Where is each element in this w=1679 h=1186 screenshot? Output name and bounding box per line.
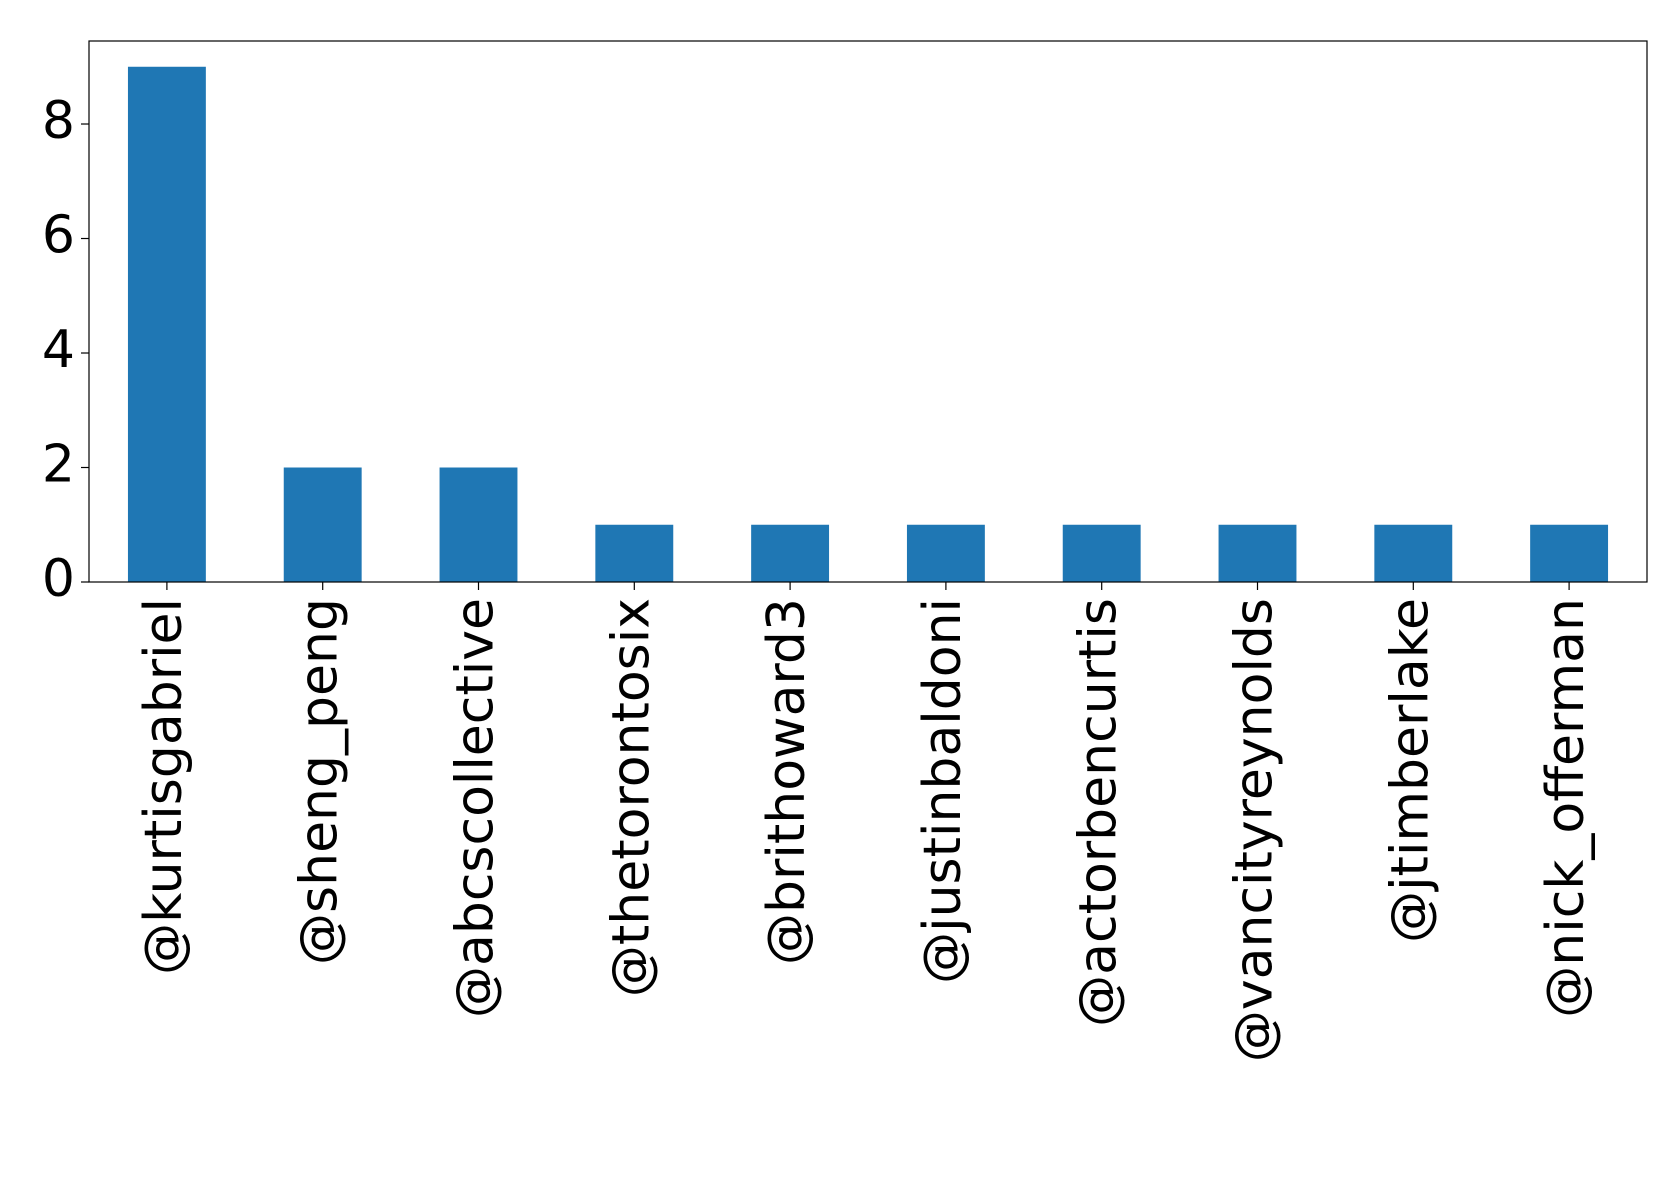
x-tick-label: @abcscollective	[446, 598, 506, 1018]
x-tick-label: @actorbencurtis	[1069, 598, 1129, 1027]
y-tick-label: 6	[42, 206, 75, 266]
bar	[1530, 524, 1609, 582]
x-tick-label: @brithoward3	[757, 598, 817, 965]
y-tick-label: 8	[42, 91, 75, 151]
y-tick-label: 0	[42, 549, 75, 609]
x-tick-label: @sheng_peng	[290, 598, 350, 965]
bar	[283, 467, 362, 582]
x-tick-label: @thetorontosix	[601, 598, 661, 997]
y-tick-label: 4	[42, 320, 75, 380]
x-tick-label: @jtimberlake	[1380, 598, 1440, 943]
x-tick-label: @vancityreynolds	[1225, 598, 1285, 1062]
x-tick-label: @justinbaldoni	[913, 598, 973, 984]
y-tick-label: 2	[42, 435, 75, 495]
bar	[906, 524, 985, 582]
bar	[595, 524, 674, 582]
x-tick-label: @nick_offerman	[1536, 598, 1596, 1018]
bar	[1374, 524, 1453, 582]
bar	[1218, 524, 1297, 582]
plot-frame	[88, 40, 1648, 583]
bar	[439, 467, 518, 582]
bar	[751, 524, 830, 582]
x-tick-label: @kurtisgabriel	[134, 598, 194, 975]
bar	[127, 66, 206, 582]
bar	[1062, 524, 1141, 582]
